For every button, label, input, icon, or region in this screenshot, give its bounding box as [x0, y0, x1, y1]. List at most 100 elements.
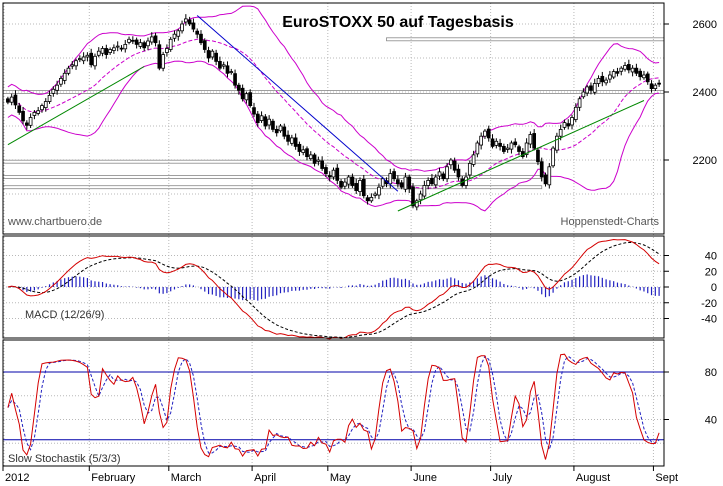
candle — [233, 73, 237, 86]
candle — [199, 33, 203, 44]
frame-layer — [2, 2, 665, 467]
candle — [153, 35, 158, 44]
panel-frame — [2, 2, 665, 235]
candle — [611, 71, 616, 78]
candle — [32, 112, 37, 116]
candle — [513, 141, 518, 146]
price-tick-label: 2600 — [693, 19, 717, 31]
stoch-d-line — [7, 355, 660, 454]
candle — [130, 39, 135, 42]
candle — [657, 82, 661, 85]
candle — [524, 142, 529, 155]
candle — [305, 148, 309, 157]
macd-tick-label: 20 — [705, 266, 717, 278]
candle — [467, 162, 472, 176]
candle — [445, 166, 449, 180]
candle — [456, 168, 461, 178]
candle — [229, 71, 234, 73]
candle — [221, 64, 226, 67]
candle — [350, 176, 355, 186]
candle — [40, 105, 44, 111]
candle — [66, 67, 71, 74]
stochastic-panel — [3, 353, 664, 460]
month-label: March — [171, 472, 202, 484]
candle — [581, 91, 586, 98]
candle — [638, 70, 643, 78]
candle — [237, 84, 241, 91]
candle — [380, 178, 385, 187]
candle — [600, 75, 605, 83]
candle — [498, 142, 502, 147]
candle — [479, 135, 483, 146]
horizontal-level — [2, 175, 543, 179]
candle — [100, 48, 105, 54]
candle — [96, 50, 101, 56]
candle — [645, 73, 650, 83]
candle — [361, 178, 366, 197]
candle — [358, 179, 362, 193]
macd-panel — [7, 238, 660, 340]
candle — [271, 120, 275, 130]
candle — [119, 47, 124, 50]
candle — [17, 105, 22, 113]
candle — [176, 30, 181, 37]
candle — [486, 128, 491, 139]
macd-tick-label: 40 — [705, 251, 717, 263]
candle — [263, 116, 268, 127]
candle — [202, 40, 207, 50]
candle — [327, 175, 332, 178]
candle — [134, 39, 139, 45]
candle — [81, 56, 86, 62]
candle — [573, 106, 578, 120]
candle — [399, 182, 404, 188]
candle — [142, 42, 147, 49]
candle — [414, 200, 419, 208]
candle — [248, 92, 253, 107]
candle — [483, 130, 487, 137]
candle — [320, 160, 324, 169]
candle — [551, 147, 555, 167]
candle — [278, 125, 283, 132]
uptrend-line — [397, 100, 645, 212]
candle — [532, 133, 537, 149]
bollinger-upper — [7, 5, 660, 172]
candle — [21, 110, 25, 122]
macd-tick-label: -40 — [701, 314, 717, 326]
stoch-tick-label: 80 — [705, 367, 717, 379]
candle — [6, 98, 10, 103]
candle — [642, 74, 646, 79]
candle — [123, 44, 128, 50]
candle — [388, 173, 393, 185]
candle — [343, 181, 347, 187]
candle — [615, 71, 620, 74]
candle — [187, 19, 192, 25]
candle — [252, 107, 256, 115]
macd-signal-line — [7, 242, 660, 339]
candle — [335, 167, 340, 181]
candle — [255, 113, 260, 123]
candle — [13, 94, 18, 106]
macd-line — [7, 238, 660, 340]
candle — [59, 78, 63, 85]
candle — [191, 22, 196, 30]
candle — [592, 83, 597, 93]
horizontal-level — [2, 159, 543, 164]
candle — [418, 193, 423, 201]
candle — [161, 54, 165, 69]
candle — [297, 143, 302, 152]
candle — [471, 154, 476, 165]
candle — [312, 154, 317, 164]
candle — [108, 49, 112, 53]
candle — [267, 118, 271, 126]
candle — [539, 161, 544, 178]
candle — [528, 134, 533, 145]
candle — [437, 171, 442, 177]
candle — [396, 179, 400, 185]
candle — [377, 186, 381, 196]
macd-tick-label: 0 — [711, 282, 717, 294]
stoch-tick-label: 40 — [705, 415, 717, 427]
candle — [475, 142, 480, 155]
panel-frame — [2, 339, 665, 467]
candle — [290, 137, 294, 144]
